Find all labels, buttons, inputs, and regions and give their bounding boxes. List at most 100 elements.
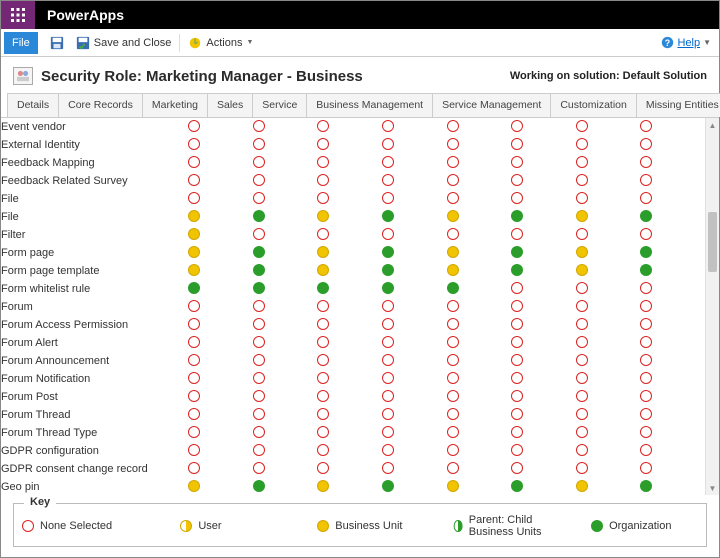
permission-cell[interactable] (253, 334, 318, 352)
permission-cell[interactable] (447, 406, 512, 424)
permission-cell[interactable] (253, 208, 318, 226)
permission-cell[interactable] (640, 172, 705, 190)
permission-cell[interactable] (317, 388, 382, 406)
permission-cell[interactable] (447, 226, 512, 244)
permission-cell[interactable] (317, 298, 382, 316)
permission-cell[interactable] (188, 334, 253, 352)
permission-cell[interactable] (188, 424, 253, 442)
tab-core-records[interactable]: Core Records (58, 93, 143, 117)
permission-cell[interactable] (640, 280, 705, 298)
permission-cell[interactable] (317, 478, 382, 495)
tab-missing-entities[interactable]: Missing Entities (636, 93, 720, 117)
permission-cell[interactable] (447, 118, 512, 136)
permission-cell[interactable] (188, 118, 253, 136)
permission-cell[interactable] (317, 460, 382, 478)
permission-cell[interactable] (511, 478, 576, 495)
permission-cell[interactable] (253, 478, 318, 495)
permission-cell[interactable] (447, 478, 512, 495)
permission-cell[interactable] (511, 370, 576, 388)
permission-cell[interactable] (382, 352, 447, 370)
permission-cell[interactable] (188, 298, 253, 316)
permission-cell[interactable] (640, 478, 705, 495)
permission-cell[interactable] (511, 226, 576, 244)
permission-cell[interactable] (640, 334, 705, 352)
permission-cell[interactable] (511, 424, 576, 442)
permission-cell[interactable] (511, 406, 576, 424)
permission-cell[interactable] (576, 136, 641, 154)
permission-cell[interactable] (640, 424, 705, 442)
permission-cell[interactable] (253, 424, 318, 442)
permission-cell[interactable] (253, 406, 318, 424)
permission-cell[interactable] (253, 136, 318, 154)
permission-cell[interactable] (253, 190, 318, 208)
permission-cell[interactable] (511, 208, 576, 226)
permission-cell[interactable] (382, 226, 447, 244)
permission-cell[interactable] (188, 406, 253, 424)
permission-cell[interactable] (382, 388, 447, 406)
permission-cell[interactable] (576, 316, 641, 334)
permission-cell[interactable] (317, 406, 382, 424)
permission-cell[interactable] (511, 118, 576, 136)
permission-cell[interactable] (382, 118, 447, 136)
permission-cell[interactable] (253, 226, 318, 244)
permission-cell[interactable] (576, 208, 641, 226)
permission-cell[interactable] (640, 460, 705, 478)
permission-cell[interactable] (447, 334, 512, 352)
permission-cell[interactable] (640, 118, 705, 136)
permission-cell[interactable] (576, 388, 641, 406)
permission-cell[interactable] (188, 478, 253, 495)
permission-cell[interactable] (253, 280, 318, 298)
permission-cell[interactable] (511, 298, 576, 316)
permission-cell[interactable] (447, 298, 512, 316)
permission-cell[interactable] (447, 316, 512, 334)
permission-cell[interactable] (317, 154, 382, 172)
permission-cell[interactable] (253, 370, 318, 388)
permission-cell[interactable] (447, 172, 512, 190)
tab-service[interactable]: Service (252, 93, 307, 117)
permission-cell[interactable] (447, 190, 512, 208)
permission-cell[interactable] (576, 172, 641, 190)
permission-cell[interactable] (447, 262, 512, 280)
permission-cell[interactable] (382, 280, 447, 298)
permission-cell[interactable] (382, 406, 447, 424)
permission-cell[interactable] (640, 406, 705, 424)
permission-cell[interactable] (382, 334, 447, 352)
tab-sales[interactable]: Sales (207, 93, 253, 117)
permission-cell[interactable] (511, 136, 576, 154)
permission-cell[interactable] (317, 190, 382, 208)
permission-cell[interactable] (640, 388, 705, 406)
permission-cell[interactable] (253, 172, 318, 190)
permission-cell[interactable] (382, 172, 447, 190)
permission-cell[interactable] (511, 442, 576, 460)
permission-cell[interactable] (447, 370, 512, 388)
permission-cell[interactable] (640, 352, 705, 370)
actions-menu-button[interactable]: Actions ▼ (182, 29, 259, 56)
tab-service-management[interactable]: Service Management (432, 93, 551, 117)
permission-cell[interactable] (640, 190, 705, 208)
permission-cell[interactable] (447, 442, 512, 460)
permission-cell[interactable] (576, 352, 641, 370)
save-button[interactable] (44, 29, 70, 56)
permission-cell[interactable] (317, 442, 382, 460)
permission-cell[interactable] (382, 136, 447, 154)
permission-cell[interactable] (317, 280, 382, 298)
scroll-down-button[interactable]: ▼ (706, 481, 719, 495)
permission-cell[interactable] (640, 154, 705, 172)
permission-cell[interactable] (382, 190, 447, 208)
permission-cell[interactable] (317, 370, 382, 388)
permission-cell[interactable] (317, 262, 382, 280)
permission-cell[interactable] (382, 154, 447, 172)
permission-cell[interactable] (511, 352, 576, 370)
permission-cell[interactable] (253, 352, 318, 370)
permission-cell[interactable] (576, 406, 641, 424)
permission-cell[interactable] (576, 190, 641, 208)
permission-cell[interactable] (382, 298, 447, 316)
permission-cell[interactable] (188, 316, 253, 334)
permission-cell[interactable] (576, 280, 641, 298)
permission-cell[interactable] (317, 172, 382, 190)
permission-cell[interactable] (576, 334, 641, 352)
permission-cell[interactable] (511, 244, 576, 262)
permission-cell[interactable] (188, 190, 253, 208)
permission-cell[interactable] (382, 262, 447, 280)
permission-cell[interactable] (188, 442, 253, 460)
